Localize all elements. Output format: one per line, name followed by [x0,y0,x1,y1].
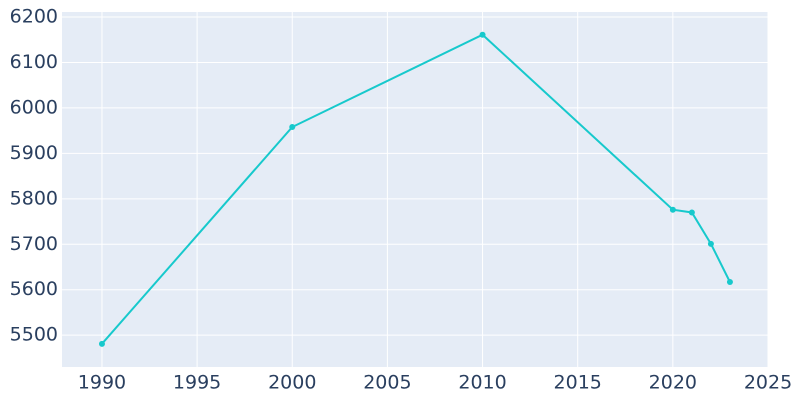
x-tick-label: 2010 [458,372,506,394]
x-tick-label: 2005 [363,372,411,394]
plot-area [62,12,768,367]
y-tick-label: 6200 [10,6,58,28]
data-point [669,206,676,213]
x-tick-label: 2000 [268,372,316,394]
x-tick-label: 2020 [649,372,697,394]
data-point [688,209,695,216]
data-point [98,340,105,347]
y-tick-label: 6000 [10,96,58,118]
x-tick-label: 2015 [554,372,602,394]
data-point [726,279,733,285]
y-tick-label: 5700 [10,233,58,255]
x-tick-label: 2025 [744,372,792,394]
y-tick-label: 5500 [10,324,58,346]
x-tick-label: 1990 [78,372,126,394]
data-point [707,240,714,247]
x-tick-label: 1995 [173,372,221,394]
y-tick-label: 6100 [10,51,58,73]
y-tick-label: 5800 [10,187,58,209]
y-tick-label: 5900 [10,142,58,164]
data-point [289,124,296,130]
y-tick-label: 5600 [10,278,58,300]
data-point [479,31,486,38]
